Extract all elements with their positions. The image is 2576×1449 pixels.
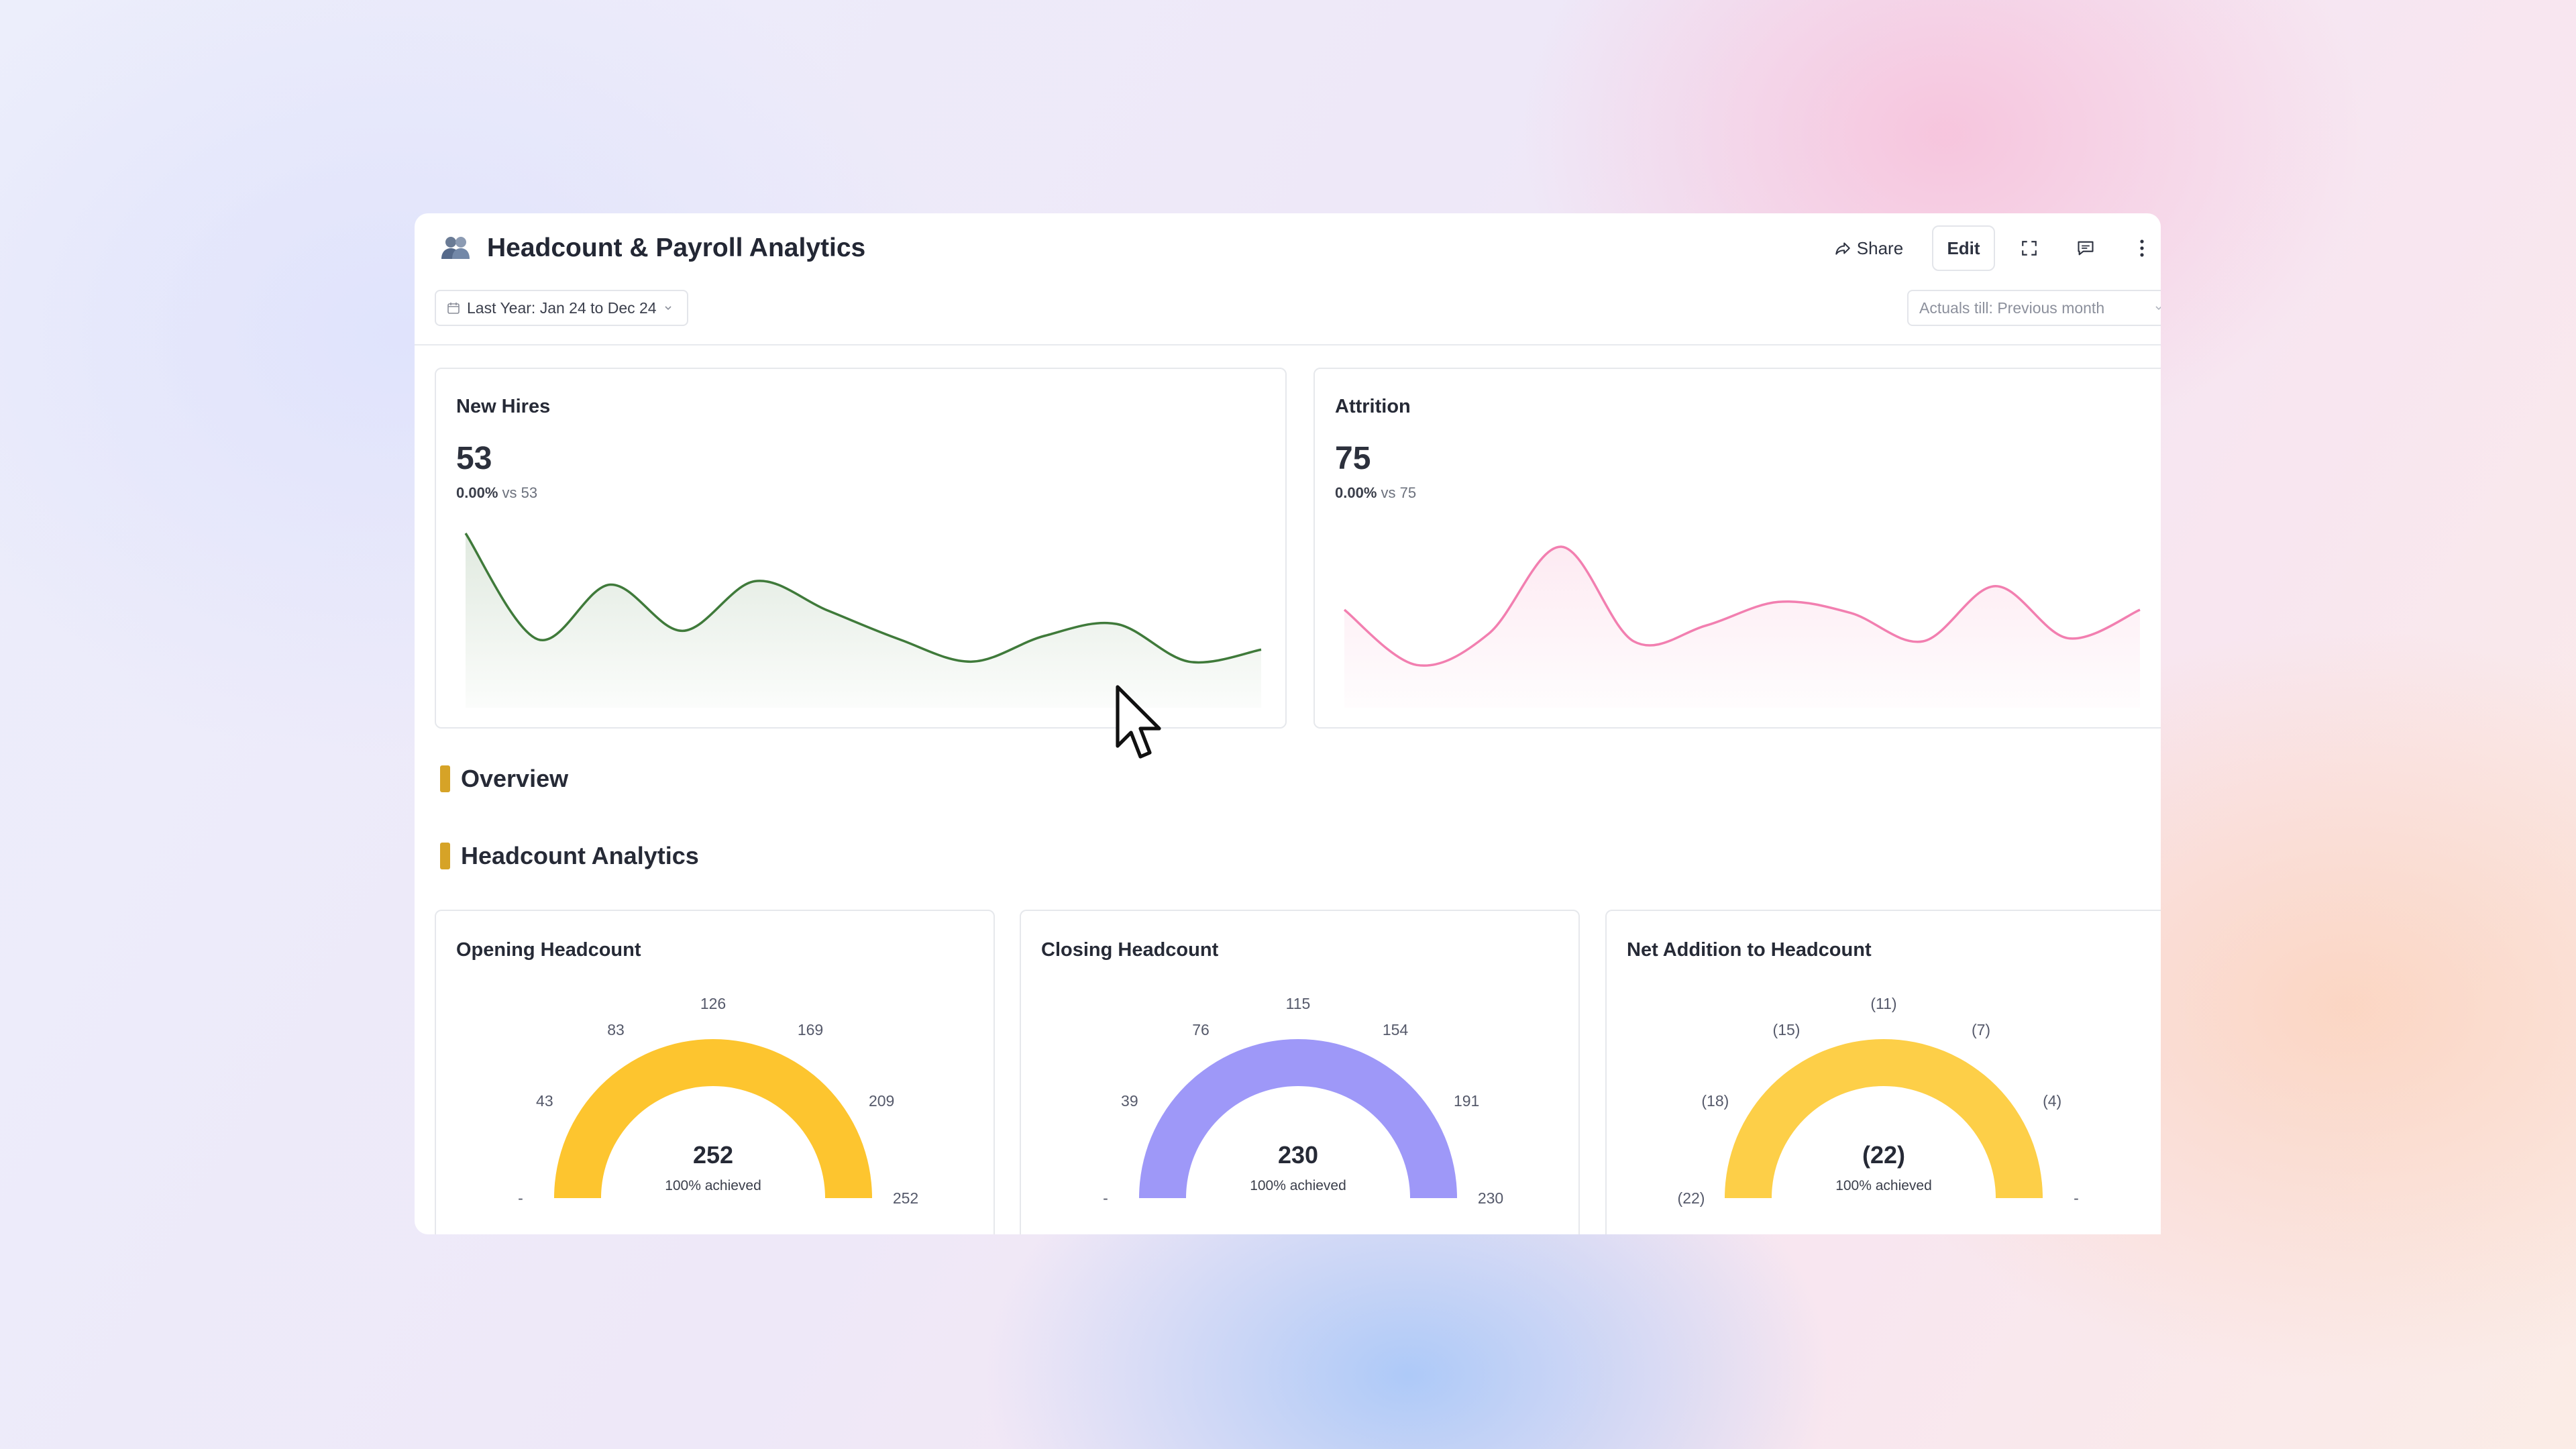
share-button[interactable]: Share — [1830, 225, 1907, 271]
gauge-achieved-label: 100% achieved — [1835, 1178, 1932, 1193]
gauge-arc — [1139, 1039, 1457, 1198]
section-marker — [440, 765, 450, 792]
gauge-tick-label: 43 — [536, 1092, 553, 1110]
gauge-tick-label: - — [1103, 1189, 1108, 1207]
section-marker — [440, 843, 450, 869]
calendar-icon — [447, 303, 460, 314]
more-vertical-icon — [2140, 239, 2144, 257]
gauge-achieved-label: 100% achieved — [665, 1178, 761, 1193]
net-addition-gauge: (22) (18) (15) (11) (7) (4) - (22) 100% achieved — [1678, 995, 2079, 1207]
edit-button[interactable]: Edit — [1932, 225, 1995, 271]
attrition-sparkline — [1343, 545, 2141, 708]
actuals-label: Actuals till: Previous month — [1919, 299, 2105, 317]
gauge-value: 252 — [693, 1141, 733, 1169]
gauge-tick-label: (22) — [1678, 1189, 1705, 1207]
gauge-tick-label: - — [2074, 1189, 2079, 1207]
people-icon — [441, 237, 470, 259]
new-hires-card[interactable]: New Hires 53 0.00% vs 53 — [435, 368, 1287, 729]
gauge-tick-label: (11) — [1870, 995, 1896, 1012]
fullscreen-icon — [2022, 241, 2037, 256]
gauge-achieved-label: 100% achieved — [1250, 1178, 1346, 1193]
gauge-tick-label: 209 — [869, 1092, 894, 1110]
kpi-value: 75 — [1335, 441, 1371, 476]
net-addition-card[interactable]: Net Addition to Headcount (22) (18) (15) (1… — [1605, 910, 2161, 1234]
opening-headcount-card[interactable]: Opening Headcount - 43 83 126 169 209 252 252 10… — [435, 910, 995, 1234]
gauge-title: Closing Headcount — [1041, 939, 1219, 961]
gauge-tick-label: 252 — [893, 1189, 918, 1207]
kpi-change: 0.00% vs 75 — [1335, 484, 1416, 502]
sparkline-line — [1343, 545, 2141, 667]
gauge-title: Net Addition to Headcount — [1627, 939, 1872, 961]
gauge-tick-label: 230 — [1478, 1189, 1503, 1207]
gauge-tick-label: 154 — [1383, 1021, 1409, 1038]
date-range-filter[interactable]: Last Year: Jan 24 to Dec 24 — [435, 290, 688, 326]
kpi-value: 53 — [456, 441, 492, 476]
gauge-value: 230 — [1278, 1141, 1318, 1169]
mouse-cursor-icon — [1116, 685, 1161, 759]
section-title: Headcount Analytics — [461, 842, 699, 869]
gauge-tick-label: (18) — [1701, 1092, 1729, 1110]
kpi-title: New Hires — [456, 396, 551, 417]
dashboard-window: Headcount & Payroll Analytics Share Edit — [415, 213, 2161, 1234]
section-overview[interactable]: Overview — [440, 765, 568, 793]
opening-headcount-gauge: - 43 83 126 169 209 252 252 100% achieved — [518, 995, 918, 1207]
gauge-tick-label: - — [518, 1189, 523, 1207]
chevron-down-icon — [2155, 306, 2161, 311]
date-range-label: Last Year: Jan 24 to Dec 24 — [467, 299, 657, 317]
kpi-change-ref: vs 75 — [1381, 484, 1417, 501]
kpi-change-pct: 0.00% — [1335, 484, 1377, 501]
gauge-tick-label: 76 — [1192, 1021, 1210, 1038]
kpi-change-pct: 0.00% — [456, 484, 498, 501]
kpi-change: 0.00% vs 53 — [456, 484, 537, 502]
more-options-button[interactable] — [2122, 225, 2161, 271]
share-icon — [1835, 242, 1850, 255]
kpi-title: Attrition — [1335, 396, 1411, 417]
sparkline-area — [1344, 546, 2140, 708]
fullscreen-button[interactable] — [2009, 225, 2049, 271]
gauge-tick-label: (7) — [1972, 1021, 1990, 1038]
gauge-tick-label: (4) — [2043, 1092, 2061, 1110]
gauge-tick-label: 169 — [798, 1021, 823, 1038]
actuals-filter[interactable]: Actuals till: Previous month — [1907, 290, 2161, 326]
gauge-tick-label: 191 — [1454, 1092, 1479, 1110]
gauge-tick-label: 126 — [700, 995, 726, 1012]
new-hires-sparkline — [464, 533, 1262, 708]
gauge-value: (22) — [1862, 1141, 1905, 1169]
gauge-arc — [554, 1039, 872, 1198]
page-title: Headcount & Payroll Analytics — [487, 233, 866, 262]
closing-headcount-card[interactable]: Closing Headcount - 39 76 115 154 191 230 230 10… — [1020, 910, 1580, 1234]
section-headcount-analytics[interactable]: Headcount Analytics — [440, 842, 699, 870]
gauge-tick-label: 39 — [1121, 1092, 1138, 1110]
gauge-tick-label: (15) — [1773, 1021, 1801, 1038]
gauge-tick-label: 83 — [607, 1021, 625, 1038]
sparkline-line — [464, 533, 1262, 664]
gauge-title: Opening Headcount — [456, 939, 641, 961]
kpi-change-ref: vs 53 — [502, 484, 538, 501]
comment-button[interactable] — [2065, 225, 2106, 271]
attrition-card[interactable]: Attrition 75 0.00% vs 75 — [1313, 368, 2161, 729]
section-title: Overview — [461, 765, 569, 792]
sparkline-area — [466, 533, 1261, 708]
gauge-arc — [1725, 1039, 2043, 1198]
closing-headcount-gauge: - 39 76 115 154 191 230 230 100% achieved — [1103, 995, 1503, 1207]
comment-icon — [2078, 241, 2094, 256]
dashboard-header: Headcount & Payroll Analytics Share Edit — [415, 213, 2161, 345]
chevron-down-icon — [665, 306, 672, 311]
share-label: Share — [1856, 237, 1904, 258]
gauge-tick-label: 115 — [1286, 995, 1311, 1012]
